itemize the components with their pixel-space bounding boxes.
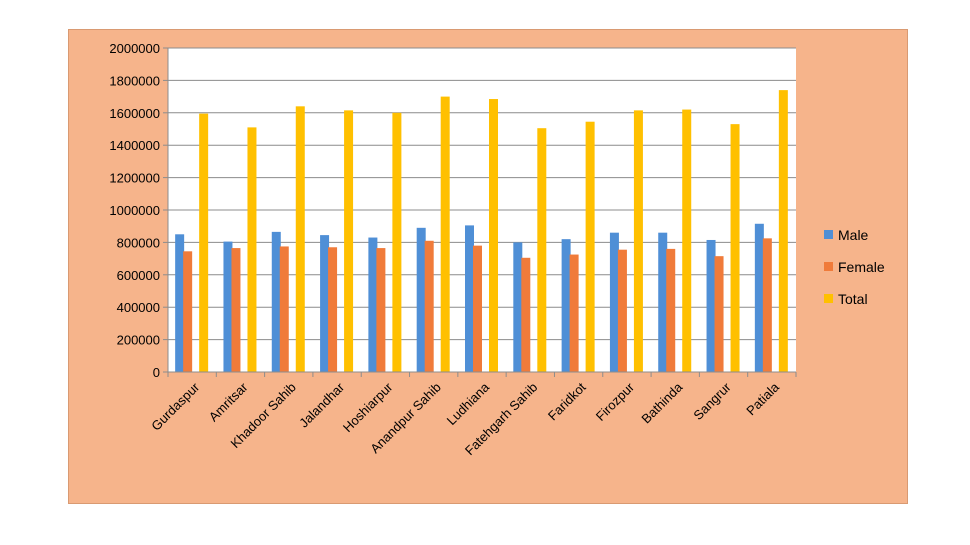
bar-male-sangrur	[706, 239, 716, 372]
bar-total-fatehgarh-sahib	[537, 128, 547, 372]
gridlines	[168, 47, 796, 373]
bar-male-hoshiarpur	[368, 237, 378, 372]
bar-male-faridkot	[561, 239, 571, 372]
x-tick-label: Faridkot	[545, 379, 589, 423]
y-tick-label: 200000	[117, 333, 160, 348]
bar-female-fatehgarh-sahib	[521, 257, 531, 372]
x-tick-label: Sangrur	[690, 379, 734, 423]
bar-male-ludhiana	[465, 225, 474, 372]
bar-total-gurdaspur	[199, 113, 209, 373]
bar-female-ludhiana	[473, 245, 482, 372]
y-tick-label: 800000	[117, 235, 160, 250]
bar-female-amritsar	[231, 248, 241, 372]
bar-total-sangrur	[730, 124, 740, 372]
bar-total-jalandhar	[344, 110, 354, 373]
bar-male-anandpur-sahib	[416, 227, 426, 372]
y-tick-label: 1000000	[109, 203, 160, 218]
x-tick-label: Firozpur	[593, 379, 638, 424]
legend-swatch-female	[824, 262, 833, 271]
bar-female-gurdaspur	[183, 251, 193, 372]
bar-total-hoshiarpur	[392, 112, 402, 373]
y-tick-label: 2000000	[109, 41, 160, 56]
bar-total-firozpur	[633, 110, 643, 373]
bar-female-anandpur-sahib	[424, 240, 434, 372]
bar-male-gurdaspur	[175, 234, 185, 372]
bar-female-patiala	[762, 238, 772, 372]
legend: Male Female Total	[824, 227, 885, 307]
y-tick-label: 400000	[117, 300, 160, 315]
x-tick-label: Jalandhar	[296, 379, 347, 430]
y-tick-label: 1200000	[109, 171, 160, 186]
bar-female-jalandhar	[328, 247, 338, 372]
bar-total-amritsar	[247, 127, 257, 372]
bar-total-patiala	[778, 90, 788, 373]
bar-total-anandpur-sahib	[440, 96, 450, 372]
x-tick-label: Patiala	[743, 379, 782, 418]
y-tick-label: 1600000	[109, 106, 160, 121]
bar-female-firozpur	[617, 249, 627, 372]
legend-label-male: Male	[838, 227, 869, 243]
bar-total-ludhiana	[489, 99, 498, 372]
bar-female-bathinda	[666, 248, 676, 372]
bar-female-hoshiarpur	[376, 248, 386, 372]
bar-total-bathinda	[682, 109, 692, 372]
bar-female-sangrur	[714, 256, 724, 372]
bar-male-bathinda	[658, 232, 668, 372]
bars	[175, 90, 788, 373]
y-tick-label: 1400000	[109, 138, 160, 153]
bar-total-khadoor-sahib	[295, 106, 305, 372]
bar-male-khadoor-sahib	[271, 231, 281, 372]
x-tick-label: Bathinda	[638, 379, 685, 426]
bar-male-fatehgarh-sahib	[513, 242, 523, 372]
bar-male-patiala	[754, 223, 764, 372]
x-tick-label: Amritsar	[206, 379, 251, 424]
bar-male-amritsar	[223, 241, 233, 372]
y-axis: 0 200000 400000 600000 800000 1000000 1200000 1…	[109, 41, 169, 380]
y-tick-label: 0	[153, 365, 160, 380]
legend-label-female: Female	[838, 259, 885, 275]
x-tick-label: Gurdaspur	[148, 379, 203, 434]
y-tick-label: 600000	[117, 268, 160, 283]
bar-female-faridkot	[569, 254, 579, 372]
bar-total-faridkot	[585, 121, 595, 373]
x-tick-label: Ludhiana	[444, 379, 493, 428]
y-tick-label: 1800000	[109, 73, 160, 88]
legend-swatch-male	[824, 230, 833, 239]
legend-swatch-total	[824, 294, 833, 303]
bar-male-firozpur	[609, 232, 619, 372]
bar-female-khadoor-sahib	[279, 246, 289, 372]
legend-label-total: Total	[838, 291, 868, 307]
bar-male-jalandhar	[320, 235, 330, 372]
